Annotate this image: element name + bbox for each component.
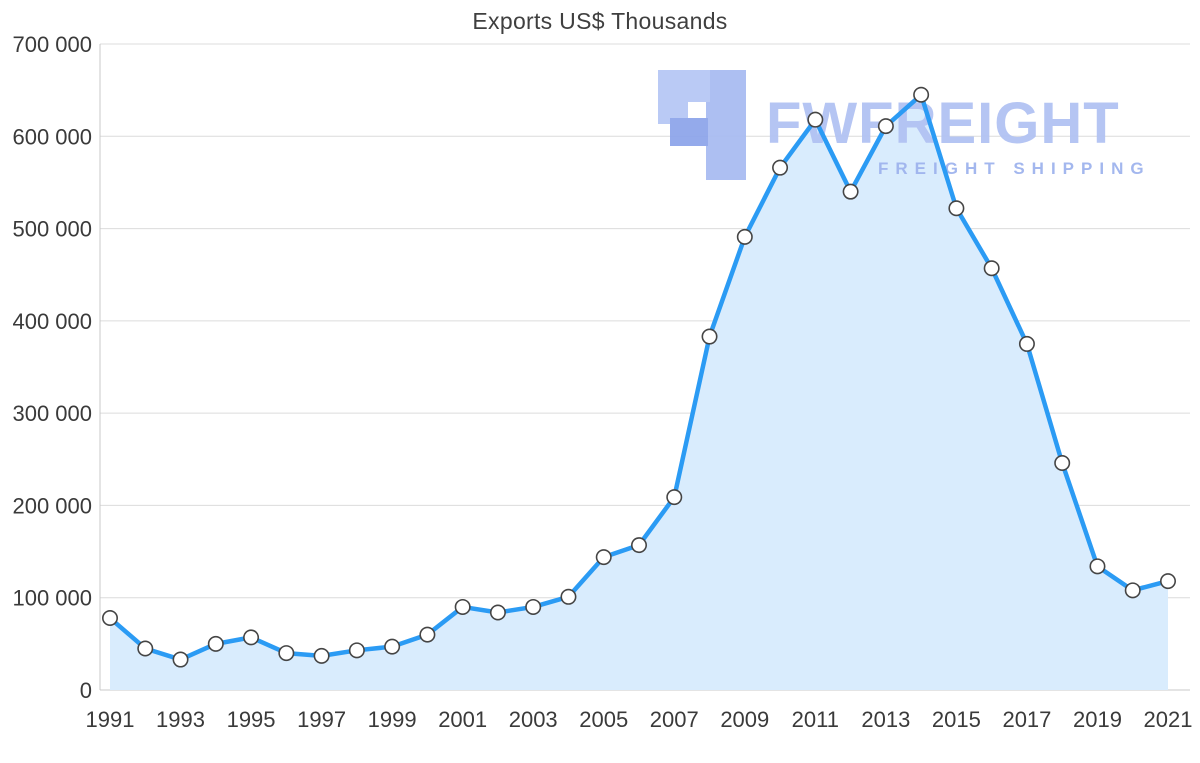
data-point-marker [384, 638, 401, 655]
svg-text:2021: 2021 [1144, 707, 1193, 732]
data-point-marker [701, 328, 718, 345]
data-point-marker [595, 549, 612, 566]
watermark-tagline: FREIGHT SHIPPING [878, 159, 1151, 178]
svg-text:200 000: 200 000 [12, 493, 92, 518]
svg-text:2019: 2019 [1073, 707, 1122, 732]
svg-text:600 000: 600 000 [12, 124, 92, 149]
data-point-marker [525, 598, 542, 615]
svg-text:100 000: 100 000 [12, 586, 92, 611]
svg-text:400 000: 400 000 [12, 309, 92, 334]
data-point-marker [172, 651, 189, 668]
data-point-marker [772, 159, 789, 176]
svg-text:1991: 1991 [86, 707, 135, 732]
svg-text:1997: 1997 [297, 707, 346, 732]
data-point-marker [243, 629, 260, 646]
watermark-logo-icon [658, 70, 746, 180]
data-point-marker [1018, 335, 1035, 352]
data-point-marker [278, 645, 295, 662]
svg-text:1993: 1993 [156, 707, 205, 732]
svg-text:0: 0 [80, 678, 92, 703]
data-point-marker [137, 640, 154, 657]
data-point-marker [948, 200, 965, 217]
x-axis-labels: 1991 1993 1995 1997 1999 2001 2003 2005 2007 2009… [86, 707, 1193, 732]
markers-group [102, 86, 1177, 668]
svg-text:2013: 2013 [861, 707, 910, 732]
data-point-marker [877, 118, 894, 135]
svg-text:1999: 1999 [368, 707, 417, 732]
data-point-marker [1089, 558, 1106, 575]
svg-text:2011: 2011 [792, 707, 839, 732]
data-point-marker [1124, 582, 1141, 599]
data-point-marker [207, 635, 224, 652]
y-axis-labels: 0 100 000 200 000 300 000 400 000 500 000 600 … [12, 32, 92, 703]
svg-text:2017: 2017 [1002, 707, 1051, 732]
svg-text:2005: 2005 [579, 707, 628, 732]
area-series [110, 94, 1168, 690]
data-point-marker [1160, 573, 1177, 590]
svg-text:500 000: 500 000 [12, 217, 92, 242]
svg-text:2001: 2001 [438, 707, 487, 732]
svg-text:700 000: 700 000 [12, 32, 92, 57]
data-point-marker [666, 489, 683, 506]
chart-title: Exports US$ Thousands [472, 8, 728, 34]
watermark: FWFREIGHT FREIGHT SHIPPING [658, 70, 1151, 180]
data-point-marker [348, 642, 365, 659]
data-point-marker [454, 598, 471, 615]
data-point-marker [313, 647, 330, 664]
svg-text:2009: 2009 [720, 707, 769, 732]
svg-text:1995: 1995 [227, 707, 276, 732]
data-point-marker [560, 588, 577, 605]
watermark-brand: FWFREIGHT [766, 91, 1120, 156]
svg-text:300 000: 300 000 [12, 401, 92, 426]
svg-text:2015: 2015 [932, 707, 981, 732]
data-point-marker [736, 228, 753, 245]
data-point-marker [913, 86, 930, 103]
data-point-marker [842, 183, 859, 200]
data-point-marker [102, 610, 119, 627]
data-point-marker [630, 537, 647, 554]
data-point-marker [807, 111, 824, 128]
data-point-marker [419, 626, 436, 643]
data-point-marker [983, 260, 1000, 277]
data-point-marker [1054, 454, 1071, 471]
svg-text:2007: 2007 [650, 707, 699, 732]
data-point-marker [489, 604, 506, 621]
svg-text:2003: 2003 [509, 707, 558, 732]
